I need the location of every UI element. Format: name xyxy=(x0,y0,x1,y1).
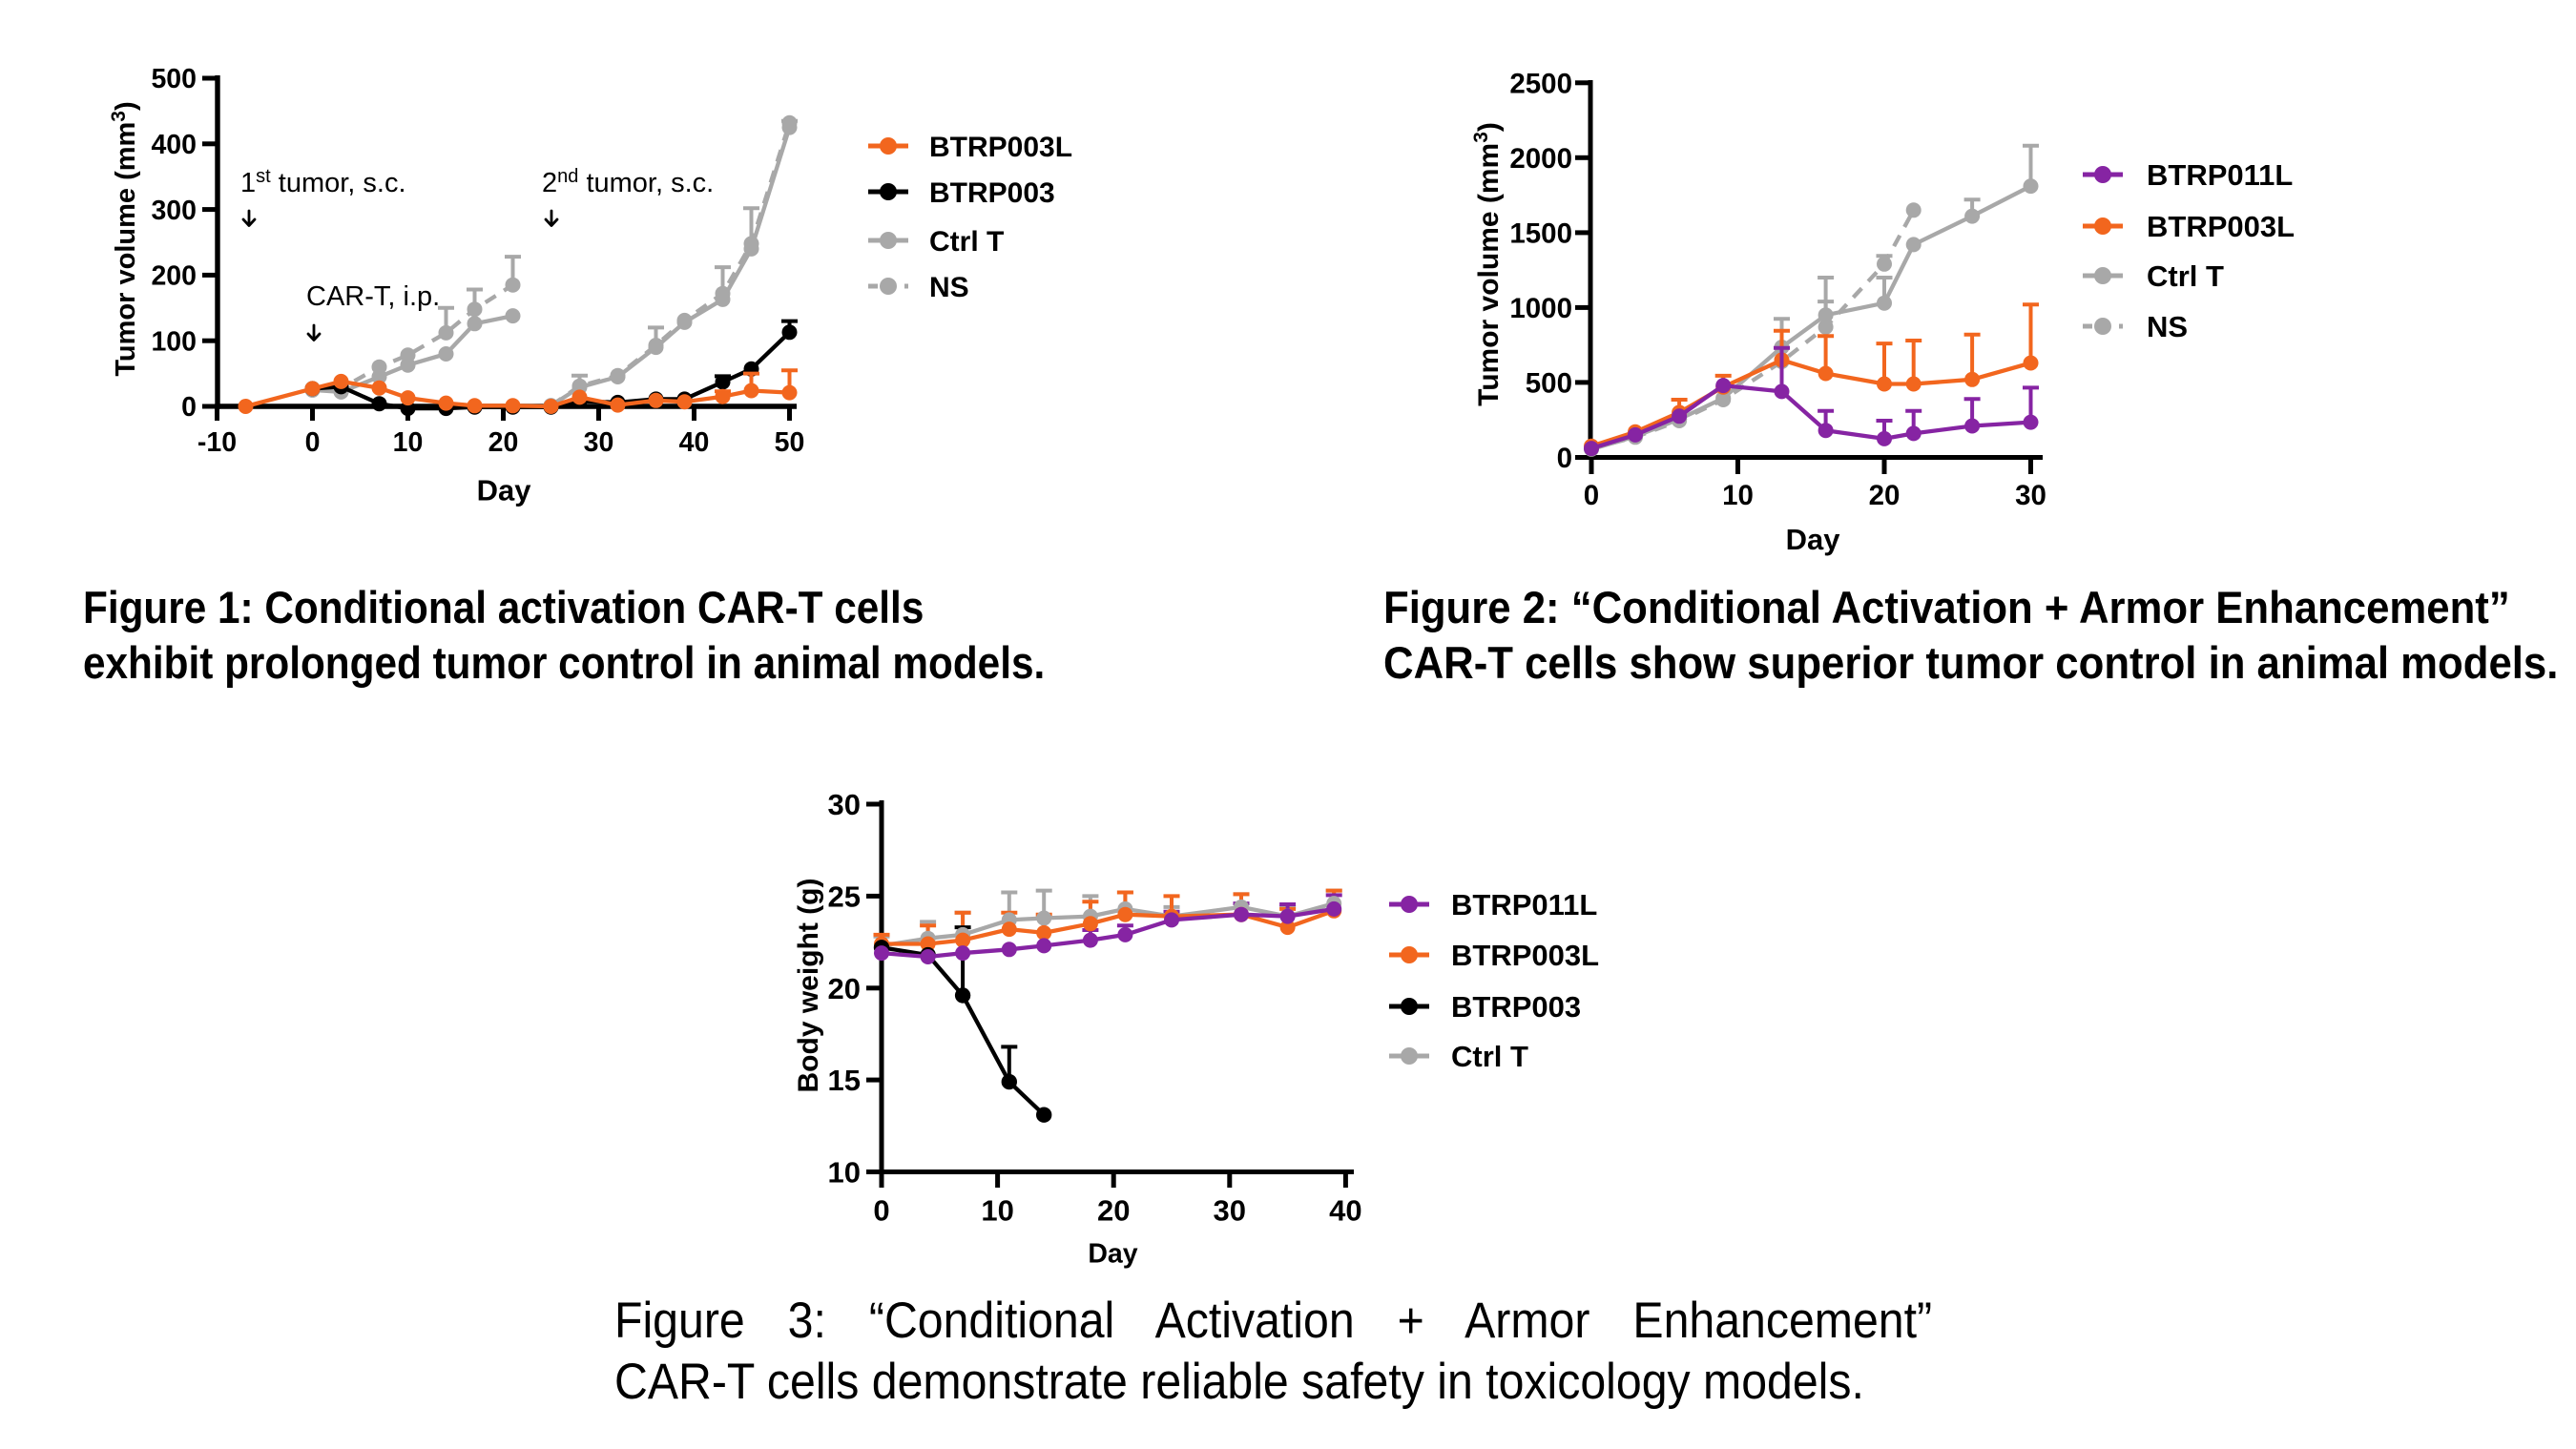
svg-text:20: 20 xyxy=(1097,1194,1130,1228)
svg-text:15: 15 xyxy=(828,1064,861,1097)
svg-text:Body weight (g): Body weight (g) xyxy=(793,879,824,1093)
svg-text:NS: NS xyxy=(929,272,969,303)
svg-text:BTRP003: BTRP003 xyxy=(1451,990,1581,1024)
svg-text:0: 0 xyxy=(305,427,321,458)
svg-text:40: 40 xyxy=(679,427,710,458)
svg-text:20: 20 xyxy=(1869,480,1901,511)
svg-text:0: 0 xyxy=(1557,443,1572,474)
svg-text:0: 0 xyxy=(181,392,197,423)
svg-text:-10: -10 xyxy=(197,427,237,458)
svg-text:50: 50 xyxy=(775,427,805,458)
svg-text:200: 200 xyxy=(151,261,197,292)
svg-text:400: 400 xyxy=(151,130,197,160)
svg-text:30: 30 xyxy=(1214,1194,1246,1228)
svg-text:10: 10 xyxy=(828,1156,861,1190)
svg-text:Ctrl T: Ctrl T xyxy=(1451,1040,1528,1073)
svg-text:Day: Day xyxy=(1786,523,1841,556)
svg-text:BTRP011L: BTRP011L xyxy=(1451,888,1597,921)
svg-text:40: 40 xyxy=(1329,1194,1361,1228)
svg-text:0: 0 xyxy=(873,1194,889,1228)
svg-text:500: 500 xyxy=(1526,368,1572,400)
svg-text:10: 10 xyxy=(393,427,424,458)
svg-text:20: 20 xyxy=(828,972,861,1005)
svg-text:NS: NS xyxy=(2147,310,2188,343)
svg-text:25: 25 xyxy=(828,880,861,913)
svg-text:30: 30 xyxy=(828,788,861,821)
svg-text:Ctrl T: Ctrl T xyxy=(929,226,1004,258)
svg-text:BTRP003L: BTRP003L xyxy=(929,132,1072,163)
svg-text:20: 20 xyxy=(488,427,519,458)
svg-text:Tumor volume (mm3): Tumor volume (mm3) xyxy=(1470,122,1505,406)
svg-text:Day: Day xyxy=(1088,1239,1137,1270)
svg-text:BTRP003L: BTRP003L xyxy=(2147,210,2295,243)
svg-text:100: 100 xyxy=(151,326,197,357)
svg-text:Tumor volume (mm3): Tumor volume (mm3) xyxy=(108,101,141,376)
svg-text:10: 10 xyxy=(981,1194,1013,1228)
svg-text:Ctrl T: Ctrl T xyxy=(2147,259,2224,293)
svg-text:2000: 2000 xyxy=(1509,143,1572,175)
svg-text:30: 30 xyxy=(584,427,614,458)
svg-text:2nd tumor, s.c.: 2nd tumor, s.c. xyxy=(542,166,714,198)
svg-text:10: 10 xyxy=(1722,480,1754,511)
svg-text:1000: 1000 xyxy=(1509,293,1572,324)
svg-text:BTRP003: BTRP003 xyxy=(929,177,1055,209)
svg-text:BTRP011L: BTRP011L xyxy=(2147,158,2293,192)
svg-text:0: 0 xyxy=(1584,480,1599,511)
svg-text:2500: 2500 xyxy=(1509,68,1572,99)
svg-text:CAR-T, i.p.: CAR-T, i.p. xyxy=(306,281,440,312)
svg-text:1st tumor, s.c.: 1st tumor, s.c. xyxy=(240,166,406,198)
svg-text:300: 300 xyxy=(151,196,197,226)
svg-text:Day: Day xyxy=(477,474,532,507)
svg-text:BTRP003L: BTRP003L xyxy=(1451,939,1599,972)
svg-text:30: 30 xyxy=(2015,480,2046,511)
svg-text:1500: 1500 xyxy=(1509,218,1572,250)
svg-text:500: 500 xyxy=(151,64,197,94)
